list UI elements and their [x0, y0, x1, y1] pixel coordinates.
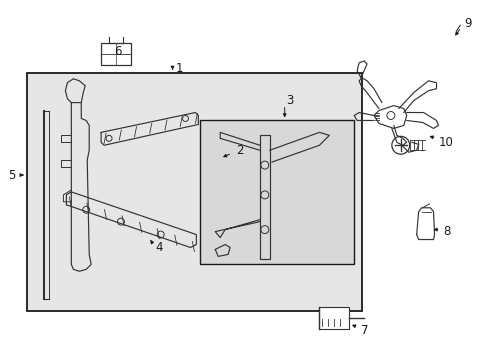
- Text: 5: 5: [8, 168, 16, 181]
- Text: 9: 9: [463, 17, 471, 30]
- Text: 10: 10: [438, 136, 452, 149]
- Bar: [27, 73, 361, 311]
- Text: 7: 7: [360, 324, 368, 337]
- Bar: [200, 121, 353, 264]
- Text: 8: 8: [443, 225, 450, 238]
- Text: 1: 1: [175, 62, 183, 75]
- Text: 2: 2: [236, 144, 243, 157]
- Text: 6: 6: [114, 45, 122, 58]
- Text: 3: 3: [285, 94, 293, 107]
- Text: 4: 4: [155, 241, 163, 254]
- Bar: [101, 43, 131, 65]
- Bar: [319, 307, 348, 329]
